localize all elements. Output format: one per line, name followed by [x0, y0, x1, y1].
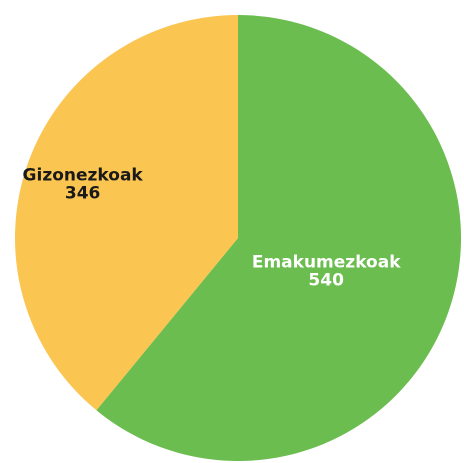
slice-label-name: Gizonezkoak: [23, 165, 144, 185]
pie-slices: [14, 15, 462, 461]
slice-label-name: Emakumezkoak: [252, 253, 401, 273]
slice-label-value: 540: [308, 271, 344, 291]
pie-slice-emakumezkoak: [96, 15, 462, 461]
pie-slice-gizonezkoak: [14, 15, 238, 411]
slice-label-value: 346: [65, 183, 101, 203]
